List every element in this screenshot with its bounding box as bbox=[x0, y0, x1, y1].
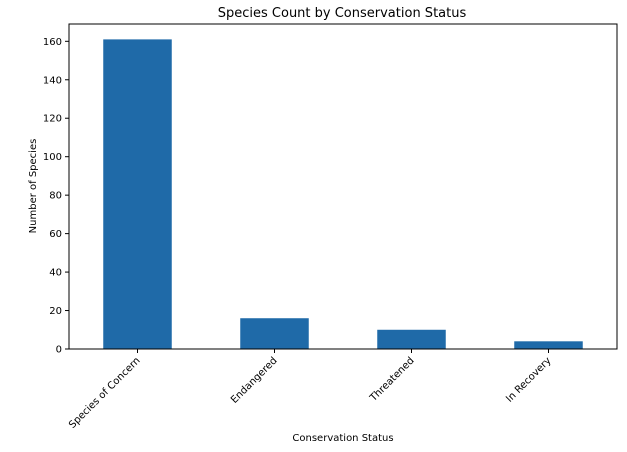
x-ticks-group: Species of Concern Endangered Threatened In… bbox=[67, 349, 554, 431]
y-tick-label-7: 140 bbox=[43, 75, 62, 86]
y-tick-label-2: 40 bbox=[49, 268, 62, 279]
bar-3 bbox=[514, 341, 583, 349]
x-tick-label-1: Endangered bbox=[229, 355, 279, 405]
y-tick-label-5: 100 bbox=[43, 152, 62, 163]
bars-group bbox=[103, 39, 583, 350]
y-tick-label-3: 60 bbox=[49, 229, 62, 240]
x-tick-label-0: Species of Concern bbox=[67, 355, 143, 431]
y-axis-label: Number of Species bbox=[28, 139, 39, 234]
y-tick-label-8: 160 bbox=[43, 37, 62, 48]
x-tick-label-3: In Recovery bbox=[504, 355, 553, 404]
y-tick-label-4: 80 bbox=[49, 191, 62, 202]
bar-2 bbox=[377, 329, 446, 349]
y-tick-label-6: 120 bbox=[43, 114, 62, 125]
y-ticks-group: 0 20 40 60 80 100 120 140 160 bbox=[43, 37, 69, 356]
y-tick-label-1: 20 bbox=[49, 306, 62, 317]
plot-area-frame bbox=[68, 23, 618, 350]
y-tick-label-0: 0 bbox=[56, 345, 62, 356]
x-tick-label-2: Threatened bbox=[367, 355, 416, 404]
bar-0 bbox=[103, 39, 172, 350]
chart-title: Species Count by Conservation Status bbox=[218, 6, 467, 21]
x-axis-label: Conservation Status bbox=[292, 433, 393, 444]
bar-1 bbox=[240, 318, 309, 349]
